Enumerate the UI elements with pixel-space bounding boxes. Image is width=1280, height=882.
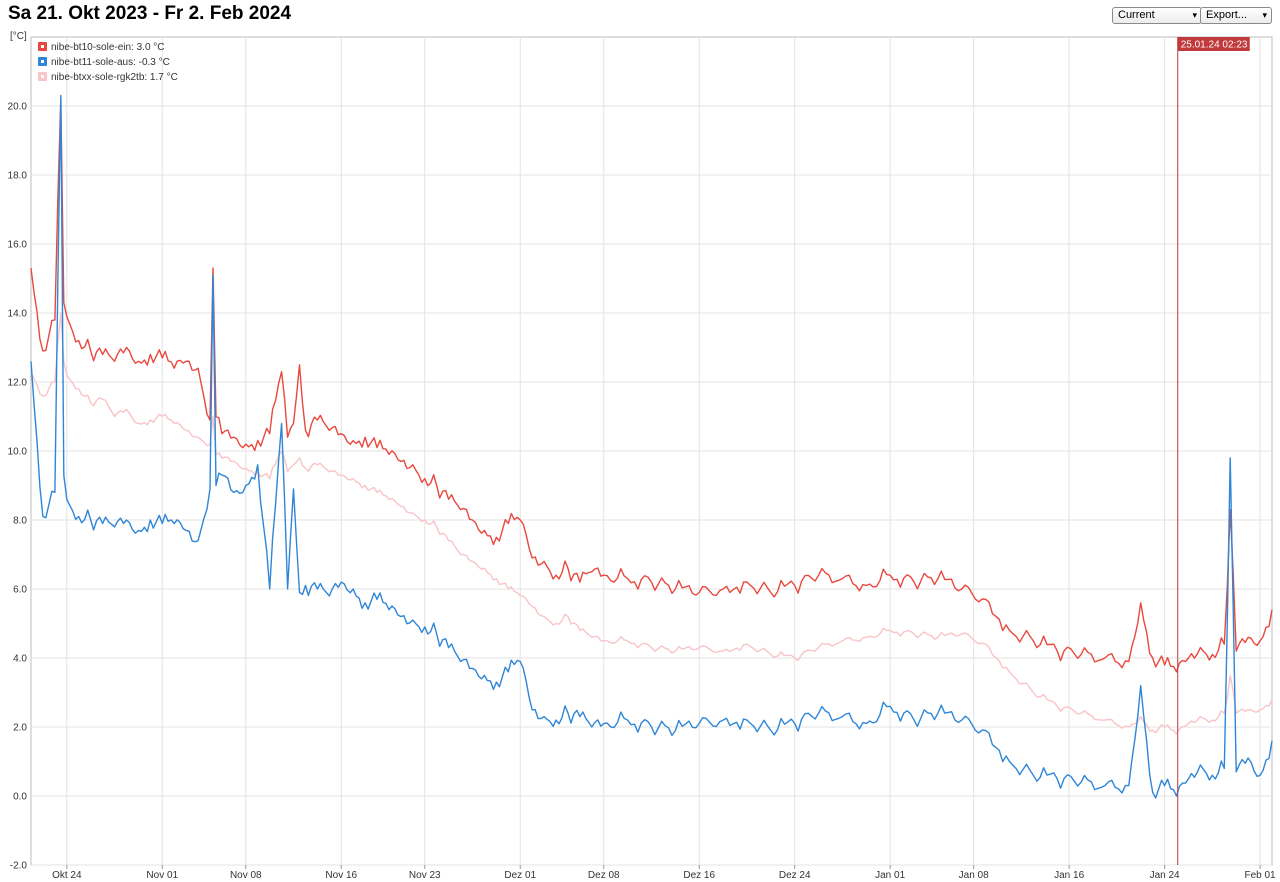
x-tick-label: Nov 01	[146, 870, 178, 881]
series-line-nibe-btxx-sole-rgk2tb	[30, 312, 1273, 735]
page-title: Sa 21. Okt 2023 - Fr 2. Feb 2024	[8, 3, 292, 24]
square-swatch-icon	[41, 75, 44, 78]
y-tick-label: -2.0	[10, 861, 28, 872]
legend-entry: nibe-btxx-sole-rgk2tb: 1.7 °C	[51, 72, 178, 83]
export-select[interactable]: Export... ▾	[1200, 7, 1272, 24]
x-tick-label: Dez 01	[504, 870, 536, 881]
chevron-down-icon: ▾	[1192, 10, 1197, 20]
x-tick-label: Okt 24	[52, 870, 82, 881]
x-tick-label: Nov 08	[230, 870, 262, 881]
cursor-label: 25.01.24 02:23	[1181, 40, 1248, 51]
legend-entry: nibe-bt11-sole-aus: -0.3 °C	[51, 57, 170, 68]
export-select-value: Export...	[1206, 9, 1247, 21]
square-swatch-icon	[41, 45, 44, 48]
x-tick-label: Jan 08	[959, 870, 989, 881]
y-tick-label: 20.0	[8, 102, 28, 113]
x-tick-label: Jan 24	[1150, 870, 1180, 881]
range-select[interactable]: Current ▾	[1112, 7, 1202, 24]
series-line-nibe-bt10-sole-ein	[30, 98, 1273, 673]
y-tick-label: 4.0	[13, 654, 27, 665]
cursor-label-box	[1177, 37, 1250, 51]
y-tick-label: 8.0	[13, 516, 27, 527]
y-tick-label: 6.0	[13, 585, 27, 596]
x-tick-label: Dez 08	[588, 870, 620, 881]
y-tick-label: 18.0	[8, 171, 28, 182]
series-line-nibe-bt11-sole-aus	[30, 94, 1273, 799]
y-axis-label: [°C]	[10, 31, 27, 42]
y-tick-label: 0.0	[13, 792, 27, 803]
square-swatch-icon	[41, 60, 44, 63]
legend: nibe-bt10-sole-ein: 3.0 °C nibe-bt11-sole…	[38, 42, 178, 83]
y-tick-label: 14.0	[8, 309, 28, 320]
y-tick-label: 16.0	[8, 240, 28, 251]
x-tick-label: Feb 01	[1244, 870, 1276, 881]
x-tick-label: Nov 16	[325, 870, 357, 881]
x-tick-label: Dez 24	[779, 870, 811, 881]
legend-entry: nibe-bt10-sole-ein: 3.0 °C	[51, 42, 165, 53]
x-tick-label: Nov 23	[409, 870, 441, 881]
y-tick-label: 12.0	[8, 378, 28, 389]
chevron-down-icon: ▾	[1262, 10, 1267, 20]
y-tick-label: 2.0	[13, 723, 27, 734]
x-tick-label: Jan 16	[1054, 870, 1084, 881]
range-select-value: Current	[1118, 9, 1155, 21]
x-tick-label: Dez 16	[683, 870, 715, 881]
y-tick-label: 10.0	[8, 447, 28, 458]
x-tick-label: Jan 01	[875, 870, 905, 881]
